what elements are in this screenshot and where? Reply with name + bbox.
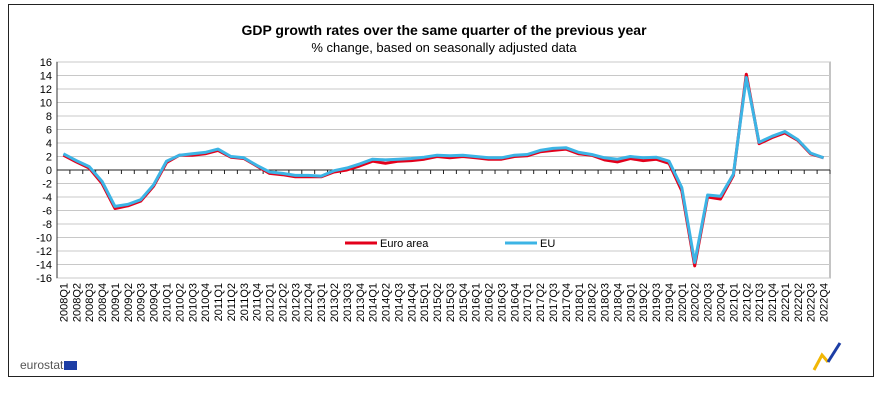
x-tick-label: 2018Q1 [574,283,586,322]
x-tick-label: 2021Q2 [741,283,753,322]
y-tick-label: -10 [36,233,52,245]
y-tick-label: 8 [46,111,52,123]
x-tick-label: 2012Q2 [277,283,289,322]
x-tick-label: 2008Q4 [97,283,109,322]
x-tick-label: 2018Q3 [600,283,612,322]
x-tick-label: 2012Q4 [303,283,315,322]
x-tick-label: 2008Q3 [84,283,96,322]
x-tick-label: 2011Q4 [252,283,264,321]
y-tick-label: 6 [46,125,52,137]
eu-flag-icon [64,361,78,370]
x-tick-label: 2022Q2 [793,283,805,322]
y-tick-label: 10 [40,98,52,110]
x-tick-label: 2014Q2 [381,283,393,322]
x-tick-label: 2021Q3 [754,283,766,322]
chart-title: GDP growth rates over the same quarter o… [241,22,647,38]
x-tick-label: 2021Q4 [767,283,779,322]
x-tick-label: 2010Q4 [200,283,212,322]
y-tick-label: 14 [40,71,52,83]
x-tick-label: 2017Q4 [561,283,573,322]
x-tick-label: 2010Q2 [174,283,186,322]
x-tick-label: 2010Q3 [187,283,199,322]
x-tick-label: 2020Q2 [690,283,702,322]
x-tick-label: 2020Q4 [715,283,727,322]
x-tick-label: 2009Q4 [149,283,161,322]
x-tick-label: 2011Q2 [226,283,238,321]
x-tick-label: 2022Q3 [806,283,818,322]
y-tick-label: -4 [42,192,52,204]
x-tick-label: 2011Q1 [213,283,225,321]
x-tick-label: 2019Q3 [651,283,663,322]
y-tick-label: 0 [46,165,52,177]
eurostat-logo-text: eurostat [20,358,64,372]
x-tick-label: 2021Q1 [728,283,740,322]
legend-label-euro-area: Euro area [380,238,429,250]
x-tick-label: 2016Q4 [509,283,521,322]
y-tick-label: 2 [46,152,52,164]
x-tick-label: 2013Q3 [342,283,354,322]
y-tick-label: -6 [42,206,52,218]
x-tick-label: 2022Q1 [780,283,792,322]
x-tick-label: 2019Q2 [638,283,650,322]
y-tick-label: -14 [36,260,52,272]
x-tick-label: 2022Q4 [819,283,831,322]
y-tick-label: 12 [40,84,52,96]
x-tick-label: 2015Q1 [419,283,431,322]
y-tick-label: -16 [36,273,52,285]
x-tick-label: 2018Q4 [612,283,624,322]
x-tick-label: 2015Q4 [458,283,470,322]
x-tick-label: 2012Q1 [265,283,277,322]
x-tick-label: 2018Q2 [587,283,599,322]
eurostat-logo: eurostat [20,358,78,372]
x-tick-label: 2013Q1 [316,283,328,322]
x-tick-label: 2020Q1 [677,283,689,322]
y-tick-label: -8 [42,219,52,231]
legend-label-eu: EU [540,238,555,250]
eurostat-chart-logo-icon [812,342,842,371]
legend: Euro area EU [345,238,555,250]
x-tick-label: 2010Q1 [162,283,174,322]
x-tick-label: 2013Q4 [355,283,367,322]
chart-frame [8,4,874,377]
y-tick-label: 4 [46,138,52,150]
x-tick-label: 2013Q2 [329,283,341,322]
x-tick-label: 2019Q4 [664,283,676,322]
x-tick-label: 2016Q3 [496,283,508,322]
x-tick-label: 2017Q3 [548,283,560,322]
x-tick-label: 2017Q2 [535,283,547,322]
series-line-eu [62,76,825,264]
x-tick-label: 2011Q3 [239,283,251,321]
x-tick-label: 2016Q2 [484,283,496,322]
x-tick-label: 2009Q3 [136,283,148,322]
x-tick-label: 2014Q3 [393,283,405,322]
x-tick-label: 2012Q3 [290,283,302,322]
x-tick-label: 2019Q1 [625,283,637,322]
x-tick-label: 2020Q3 [703,283,715,322]
x-tick-label: 2017Q1 [522,283,534,322]
chart-subtitle: % change, based on seasonally adjusted d… [311,40,577,55]
x-tick-label: 2009Q1 [110,283,122,322]
x-tick-label: 2009Q2 [123,283,135,322]
y-tick-label: -12 [36,246,52,258]
x-tick-label: 2014Q4 [406,283,418,322]
x-tick-label: 2014Q1 [368,283,380,322]
y-tick-label: 16 [40,57,52,69]
y-tick-label: -2 [42,179,52,191]
x-tick-label: 2015Q2 [432,283,444,322]
x-tick-label: 2008Q2 [71,283,83,322]
x-tick-label: 2015Q3 [445,283,457,322]
x-tick-label: 2008Q1 [58,283,70,322]
x-tick-label: 2016Q1 [471,283,483,322]
